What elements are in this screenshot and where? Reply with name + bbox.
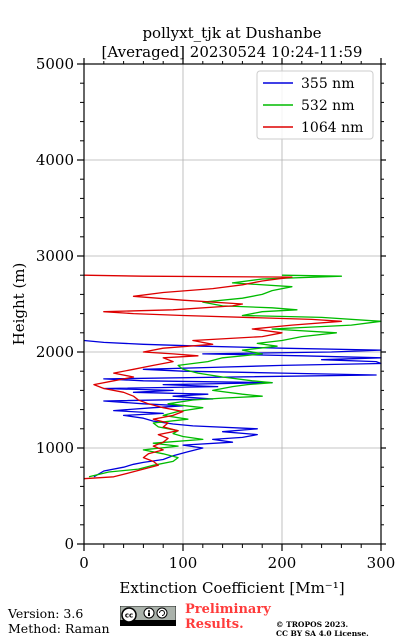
version-info: Version: 3.6 Method: Raman: [8, 606, 110, 636]
copyright-line-2: CC BY SA 4.0 License.: [276, 629, 369, 638]
copyright-notice: © TROPOS 2023. CC BY SA 4.0 License.: [276, 620, 369, 638]
data-series: [83, 274, 382, 480]
legend-label: 355 nm: [301, 76, 354, 92]
x-tick-label: 100: [169, 554, 198, 572]
y-tick-label: 2000: [36, 343, 74, 361]
y-axis-label: Height (m): [10, 263, 28, 346]
preliminary-line-2: Results.: [185, 617, 244, 632]
preliminary-results-notice: Preliminary Results.: [185, 602, 271, 632]
y-tick-label: 5000: [36, 55, 74, 73]
svg-text:cc: cc: [125, 612, 133, 620]
x-axis-label: Extinction Coefficient [Mm⁻¹]: [119, 579, 344, 597]
series-line-532-nm: [88, 274, 382, 478]
chart-title: pollyxt_tjk at Dushanbe: [142, 24, 321, 42]
plot-frame: [83, 63, 382, 545]
y-tick-label: 3000: [36, 247, 74, 265]
version-text: Version: 3.6: [8, 606, 84, 621]
preliminary-line-1: Preliminary: [185, 602, 271, 617]
x-tick-label: 0: [79, 554, 89, 572]
legend-label: 532 nm: [301, 98, 354, 114]
series-line-1064-nm: [83, 274, 343, 480]
x-tick-label: 200: [268, 554, 297, 572]
extinction-profile-chart: pollyxt_tjk at Dushanbe [Averaged] 20230…: [10, 24, 396, 597]
y-tick-label: 1000: [36, 439, 74, 457]
legend: 355 nm 532 nm 1064 nm: [256, 70, 374, 140]
method-text: Method: Raman: [8, 621, 110, 636]
chart-subtitle: [Averaged] 20230524 10:24-11:59: [102, 43, 363, 61]
y-tick-label: 0: [64, 535, 74, 553]
series-line-355-nm: [83, 339, 382, 478]
cc-by-sa-icon: cc: [120, 606, 176, 626]
y-tick-label: 4000: [36, 151, 74, 169]
legend-label: 1064 nm: [301, 120, 363, 136]
copyright-line-1: © TROPOS 2023.: [276, 620, 349, 629]
x-tick-label: 300: [367, 554, 396, 572]
legend-box: [256, 70, 374, 140]
